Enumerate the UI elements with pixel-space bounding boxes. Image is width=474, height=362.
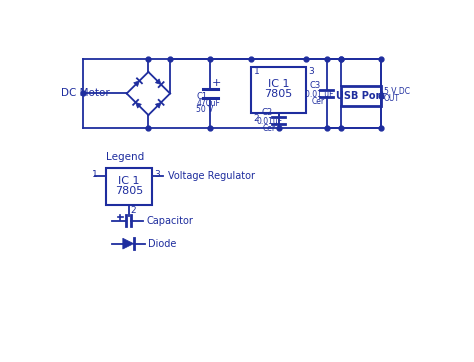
Text: +: + — [212, 78, 221, 88]
Polygon shape — [136, 102, 141, 108]
Polygon shape — [134, 81, 139, 87]
Text: OUT: OUT — [384, 94, 400, 104]
Text: IC 1: IC 1 — [268, 79, 289, 89]
FancyBboxPatch shape — [341, 86, 381, 106]
Text: 5 V DC: 5 V DC — [384, 87, 410, 96]
Text: 470uF: 470uF — [196, 99, 220, 108]
Text: USB Port: USB Port — [336, 91, 385, 101]
Text: C2: C2 — [262, 108, 273, 117]
Text: 1: 1 — [254, 67, 260, 76]
FancyBboxPatch shape — [251, 67, 306, 113]
Text: C3: C3 — [310, 81, 321, 90]
Text: 0.01 uF: 0.01 uF — [305, 90, 333, 99]
Text: 3: 3 — [308, 67, 314, 76]
Text: 0.01uF: 0.01uF — [257, 117, 283, 126]
Text: 2: 2 — [254, 114, 259, 123]
Text: 50 V: 50 V — [196, 105, 214, 114]
Text: 2: 2 — [130, 206, 136, 215]
Text: Cer: Cer — [263, 125, 276, 134]
Text: 3: 3 — [154, 170, 160, 179]
Polygon shape — [123, 238, 134, 249]
FancyBboxPatch shape — [106, 168, 152, 205]
Text: IC 1: IC 1 — [118, 176, 140, 186]
Polygon shape — [155, 79, 161, 85]
Text: 1: 1 — [92, 170, 98, 179]
Text: Legend: Legend — [106, 152, 144, 163]
Text: DC Motor: DC Motor — [61, 88, 109, 98]
Polygon shape — [155, 102, 161, 108]
Text: 7805: 7805 — [115, 186, 143, 196]
Text: Capacitor: Capacitor — [146, 215, 193, 226]
Text: Voltage Regulator: Voltage Regulator — [168, 171, 255, 181]
Text: 7805: 7805 — [264, 89, 293, 99]
Text: C1: C1 — [196, 92, 208, 101]
Text: Cer: Cer — [311, 97, 324, 106]
Text: Diode: Diode — [147, 239, 176, 249]
